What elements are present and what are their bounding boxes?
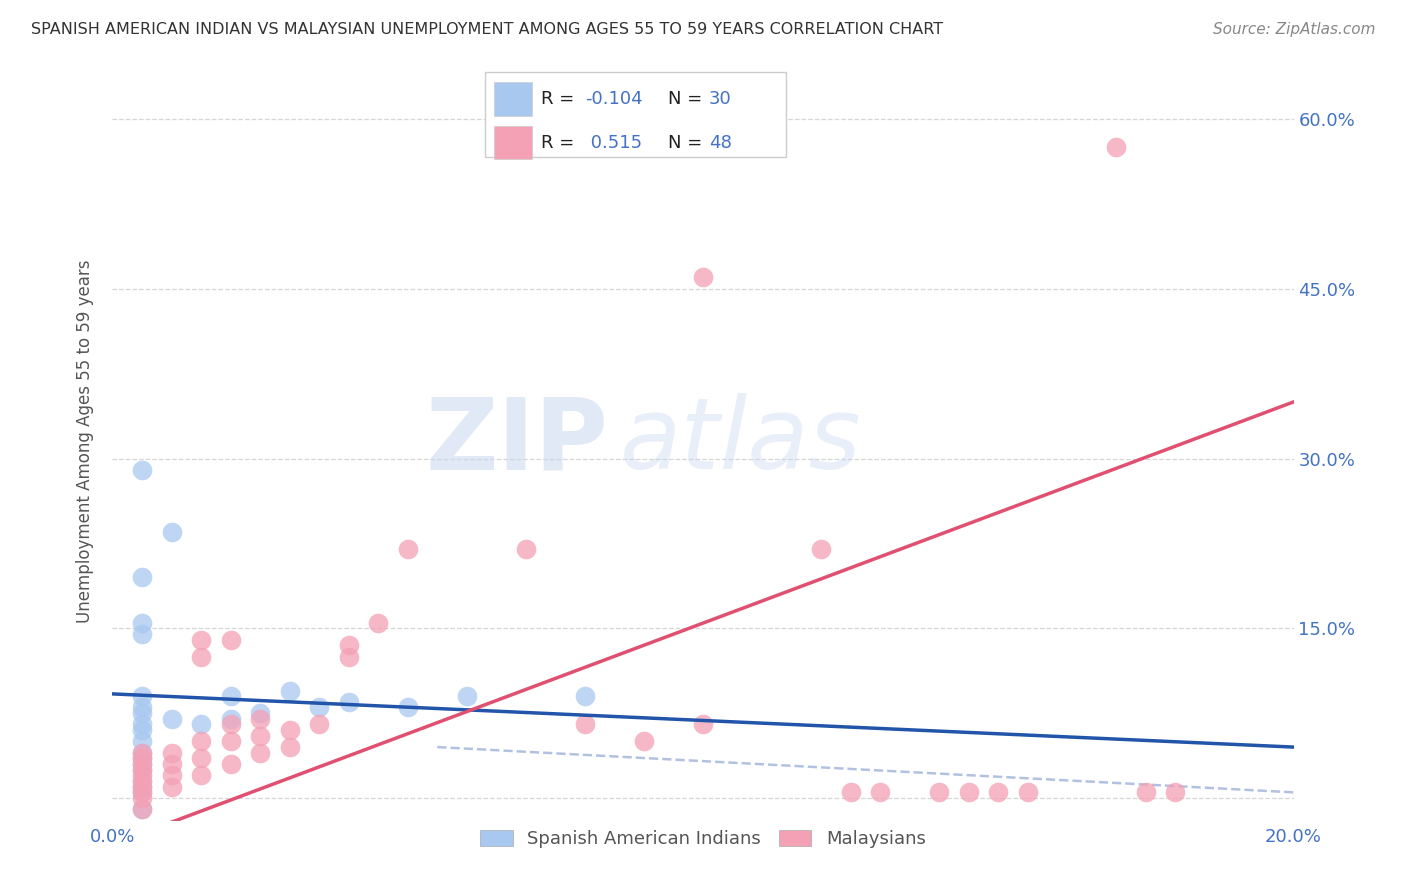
Text: N =: N = (668, 90, 707, 108)
Point (633, 734, 655, 748)
Text: Source: ZipAtlas.com: Source: ZipAtlas.com (1212, 22, 1375, 37)
Point (928, 785, 950, 799)
Point (190, 717, 212, 731)
FancyBboxPatch shape (485, 72, 786, 157)
Point (131, 615, 153, 630)
Point (1017, 785, 1039, 799)
Point (278, 740, 301, 755)
Point (160, 746, 183, 760)
Point (131, 570, 153, 584)
Point (160, 768, 183, 782)
Point (131, 763, 153, 777)
Text: atlas: atlas (620, 393, 862, 490)
Point (131, 723, 153, 738)
Point (308, 717, 330, 731)
Text: SPANISH AMERICAN INDIAN VS MALAYSIAN UNEMPLOYMENT AMONG AGES 55 TO 59 YEARS CORR: SPANISH AMERICAN INDIAN VS MALAYSIAN UNE… (31, 22, 943, 37)
Point (131, 802, 153, 816)
Point (456, 689, 478, 703)
Point (160, 712, 183, 726)
Point (131, 774, 153, 789)
Point (190, 734, 212, 748)
Point (219, 757, 242, 772)
Point (190, 649, 212, 664)
Point (337, 649, 360, 664)
Legend: Spanish American Indians, Malaysians: Spanish American Indians, Malaysians (471, 821, 935, 857)
Point (160, 524, 183, 539)
Point (692, 717, 714, 731)
Point (249, 712, 271, 726)
Point (337, 638, 360, 652)
Point (219, 717, 242, 731)
Point (131, 763, 153, 777)
Point (131, 802, 153, 816)
Point (160, 757, 183, 772)
Point (131, 627, 153, 641)
Point (131, 751, 153, 765)
Point (131, 785, 153, 799)
Text: R =: R = (541, 134, 581, 152)
Point (131, 774, 153, 789)
Point (131, 785, 153, 799)
Point (869, 785, 891, 799)
Point (396, 700, 419, 714)
Text: N =: N = (668, 134, 707, 152)
Point (190, 632, 212, 647)
Point (278, 723, 301, 738)
Point (131, 780, 153, 794)
Point (131, 746, 153, 760)
Point (249, 746, 271, 760)
Point (957, 785, 980, 799)
Point (810, 542, 832, 557)
Text: -0.104: -0.104 (585, 90, 643, 108)
Point (1135, 785, 1157, 799)
Point (190, 751, 212, 765)
Point (131, 780, 153, 794)
Point (1105, 140, 1128, 154)
Point (278, 683, 301, 698)
Point (131, 734, 153, 748)
Point (308, 700, 330, 714)
Point (396, 542, 419, 557)
Point (249, 729, 271, 743)
Point (219, 632, 242, 647)
Text: 0.515: 0.515 (585, 134, 643, 152)
Point (574, 717, 596, 731)
Point (367, 615, 389, 630)
Point (131, 717, 153, 731)
Point (131, 700, 153, 714)
Point (131, 746, 153, 760)
Text: ZIP: ZIP (426, 393, 609, 490)
Point (131, 757, 153, 772)
Point (1164, 785, 1187, 799)
Text: 30: 30 (709, 90, 731, 108)
Point (219, 689, 242, 703)
Point (337, 695, 360, 709)
FancyBboxPatch shape (494, 126, 531, 160)
Point (219, 712, 242, 726)
Point (219, 734, 242, 748)
FancyBboxPatch shape (494, 82, 531, 116)
Y-axis label: Unemployment Among Ages 55 to 59 years: Unemployment Among Ages 55 to 59 years (76, 260, 94, 624)
Text: 48: 48 (709, 134, 731, 152)
Point (515, 542, 537, 557)
Point (131, 706, 153, 720)
Point (692, 270, 714, 285)
Point (131, 768, 153, 782)
Point (987, 785, 1010, 799)
Point (131, 757, 153, 772)
Point (249, 706, 271, 720)
Text: R =: R = (541, 90, 581, 108)
Point (131, 791, 153, 805)
Point (839, 785, 862, 799)
Point (190, 768, 212, 782)
Point (574, 689, 596, 703)
Point (131, 689, 153, 703)
Point (160, 780, 183, 794)
Point (131, 463, 153, 477)
Point (131, 751, 153, 765)
